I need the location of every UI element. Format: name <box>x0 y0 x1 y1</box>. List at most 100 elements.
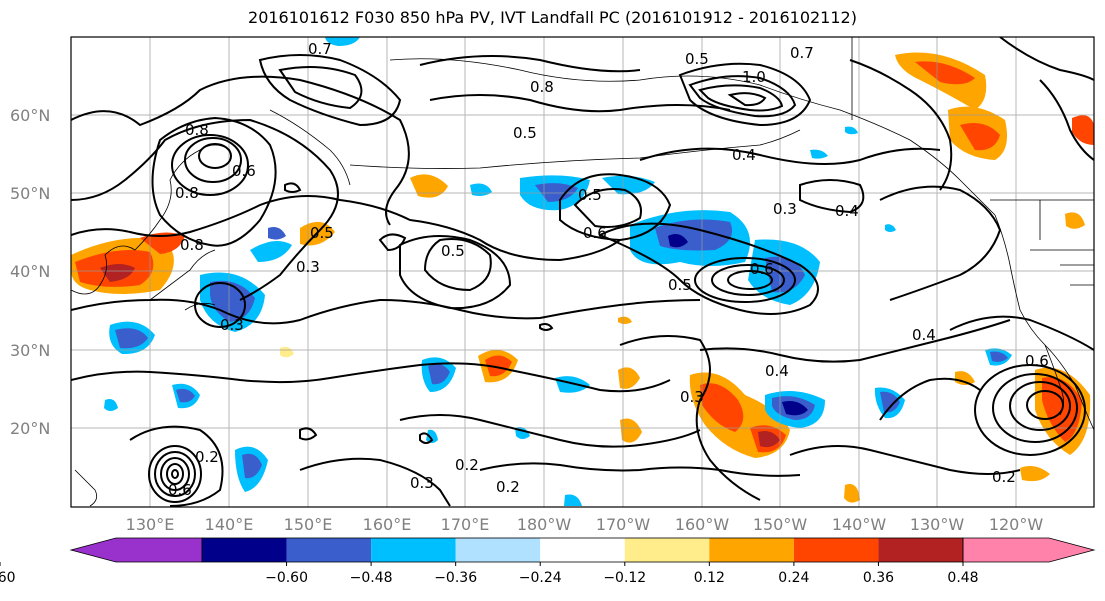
anomaly-patch <box>810 149 828 159</box>
contour-line <box>727 92 767 107</box>
anomaly-patch <box>564 494 582 506</box>
contour-line <box>299 457 451 507</box>
contour-label: 0.7 <box>790 44 814 62</box>
contour-line <box>419 55 641 73</box>
anomaly-patch <box>1020 466 1050 482</box>
colorbar-tick-label: −0.24 <box>519 570 562 586</box>
contour-label: 0.5 <box>310 224 334 242</box>
contour-line <box>160 457 190 491</box>
colorbar-bin <box>624 538 710 562</box>
contour-line <box>166 463 184 485</box>
contour-line <box>198 143 232 169</box>
lat-label: 60°N <box>10 106 50 125</box>
contour-line <box>1039 79 1094 161</box>
page-title: 2016101612 F030 850 hPa PV, IVT Landfall… <box>248 8 857 27</box>
lat-label: 40°N <box>10 262 50 281</box>
anomaly-patch <box>410 174 448 198</box>
lon-label: 150°E <box>284 515 333 534</box>
anomaly-patch <box>960 122 1000 151</box>
contour-label: 0.4 <box>765 362 789 380</box>
contour-labels: 0.7 0.8 0.8 0.6 0.5 0.5 0.7 1.0 0.4 0.8 … <box>168 40 1049 499</box>
colorbar-tick-label: −0.48 <box>350 570 393 586</box>
contour-label: 0.6 <box>750 260 774 278</box>
anomaly-patch <box>280 346 294 358</box>
lon-label: 130°W <box>910 515 965 534</box>
anomaly-patch <box>700 383 744 432</box>
colorbar-tick-label: −0.36 <box>434 570 477 586</box>
contour-label: 0.2 <box>496 478 520 496</box>
contour-label: 0.3 <box>296 258 320 276</box>
contour-label: 0.6 <box>583 224 607 242</box>
lat-label: 30°N <box>10 341 50 360</box>
contour-label: 0.5 <box>578 186 602 204</box>
contour-label: 0.3 <box>410 474 434 492</box>
contour-line <box>258 54 402 127</box>
contour-line <box>154 451 196 497</box>
anomaly-patch <box>1072 115 1094 145</box>
anomaly-patch <box>1065 212 1085 229</box>
latitude-labels: 60°N 50°N 40°N 30°N 20°N <box>10 106 50 438</box>
contour-label: 0.5 <box>668 276 692 294</box>
lon-label: 140°E <box>205 515 254 534</box>
map-content: 0.7 0.8 0.8 0.6 0.5 0.5 0.7 1.0 0.4 0.8 … <box>71 37 1094 507</box>
colorbar-bin <box>69 537 203 563</box>
anomaly-patch <box>915 61 975 85</box>
colorbar-tick-label: 0.48 <box>947 570 978 586</box>
anomaly-patch <box>782 401 808 416</box>
coastline-aleutians <box>349 129 801 169</box>
map-background <box>71 37 1094 507</box>
coastline-kamchatka <box>269 109 351 186</box>
coastline-philippines <box>74 469 98 507</box>
contour-label: 0.8 <box>185 121 209 139</box>
contour-label: 0.4 <box>835 202 859 220</box>
lat-label: 50°N <box>10 184 50 203</box>
contour-line <box>148 445 202 503</box>
anomaly-patch <box>268 227 286 240</box>
contour-label: 0.6 <box>168 481 192 499</box>
lon-label: 130°E <box>126 515 175 534</box>
contour-line <box>1009 381 1071 431</box>
contour-label: 0.3 <box>680 388 704 406</box>
contour-label: 0.3 <box>220 316 244 334</box>
contour-line <box>999 37 1094 81</box>
anomaly-patch <box>428 364 450 385</box>
contour-label: 0.2 <box>195 448 219 466</box>
contour-line <box>789 445 1021 475</box>
colorbar-tick-label: 0.24 <box>778 570 809 586</box>
contour-label: 0.3 <box>773 200 797 218</box>
anomaly-patch <box>618 316 632 324</box>
contour-line <box>711 264 785 296</box>
colorbar-tick-label: −0.60 <box>265 570 308 586</box>
anomaly-patch <box>140 232 185 254</box>
lon-label: 180°W <box>517 515 572 534</box>
lat-label: 20°N <box>10 419 50 438</box>
contour-label: 0.5 <box>685 50 709 68</box>
contour-line <box>1026 390 1064 420</box>
contour-line <box>423 238 492 292</box>
colorbar-bins <box>69 537 1096 563</box>
contour-line <box>559 173 672 242</box>
contour-label: 0.5 <box>513 124 537 142</box>
coastline-north-america <box>994 214 1094 431</box>
anomaly-patch <box>668 234 688 248</box>
contour-line <box>171 469 179 479</box>
contour-label: 1.0 <box>742 68 766 86</box>
contour-line <box>699 319 1011 363</box>
colorbar-bin <box>540 538 625 562</box>
contour-line <box>184 137 242 183</box>
contour-line <box>619 335 761 501</box>
anomaly-patch <box>100 264 135 282</box>
contour-line <box>879 185 1002 301</box>
lon-label: 170°W <box>596 515 651 534</box>
contour-line <box>429 94 731 113</box>
colorbar-tick-label: 0.12 <box>694 570 725 586</box>
contour-label: 0.6 <box>232 162 256 180</box>
contour-line <box>539 323 554 331</box>
contour-line <box>688 75 797 118</box>
contour-line <box>71 195 621 262</box>
anomaly-patch <box>104 399 118 411</box>
anomaly-patch <box>115 328 148 349</box>
contour-line <box>194 282 246 328</box>
anomaly-patch <box>880 391 900 413</box>
